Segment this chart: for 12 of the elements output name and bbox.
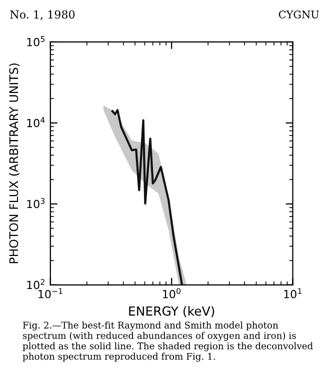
y-tick-label: 10$^{5}$: [27, 36, 44, 46]
y-tick-label: 10$^{3}$: [27, 198, 45, 208]
caption: Fig. 2.—The best-fit Raymond and Smith model photon spectrum (with reduced abundances of oxygen and iron) is plotted as the solid line. The shaded region is the deconvolved photon spectrum reproduced from Fig. 1.: [22, 321, 313, 362]
y-axis-title: PHOTON FLUX (ARBITRARY UNITS): [9, 64, 20, 264]
x-tick-label: 10$^{0}$: [163, 288, 180, 298]
x-tick-label: 10$^{1}$: [284, 288, 302, 298]
text: No. 1, 1980: [10, 10, 75, 20]
x-axis-title: ENERGY (keV): [129, 306, 214, 318]
y-tick-label: 10$^{2}$: [27, 279, 44, 290]
text: CYGNU: [278, 10, 319, 18]
x-tick-label: 10$^{−1}$: [38, 288, 62, 298]
y-tick-label: 10$^{4}$: [27, 117, 45, 128]
